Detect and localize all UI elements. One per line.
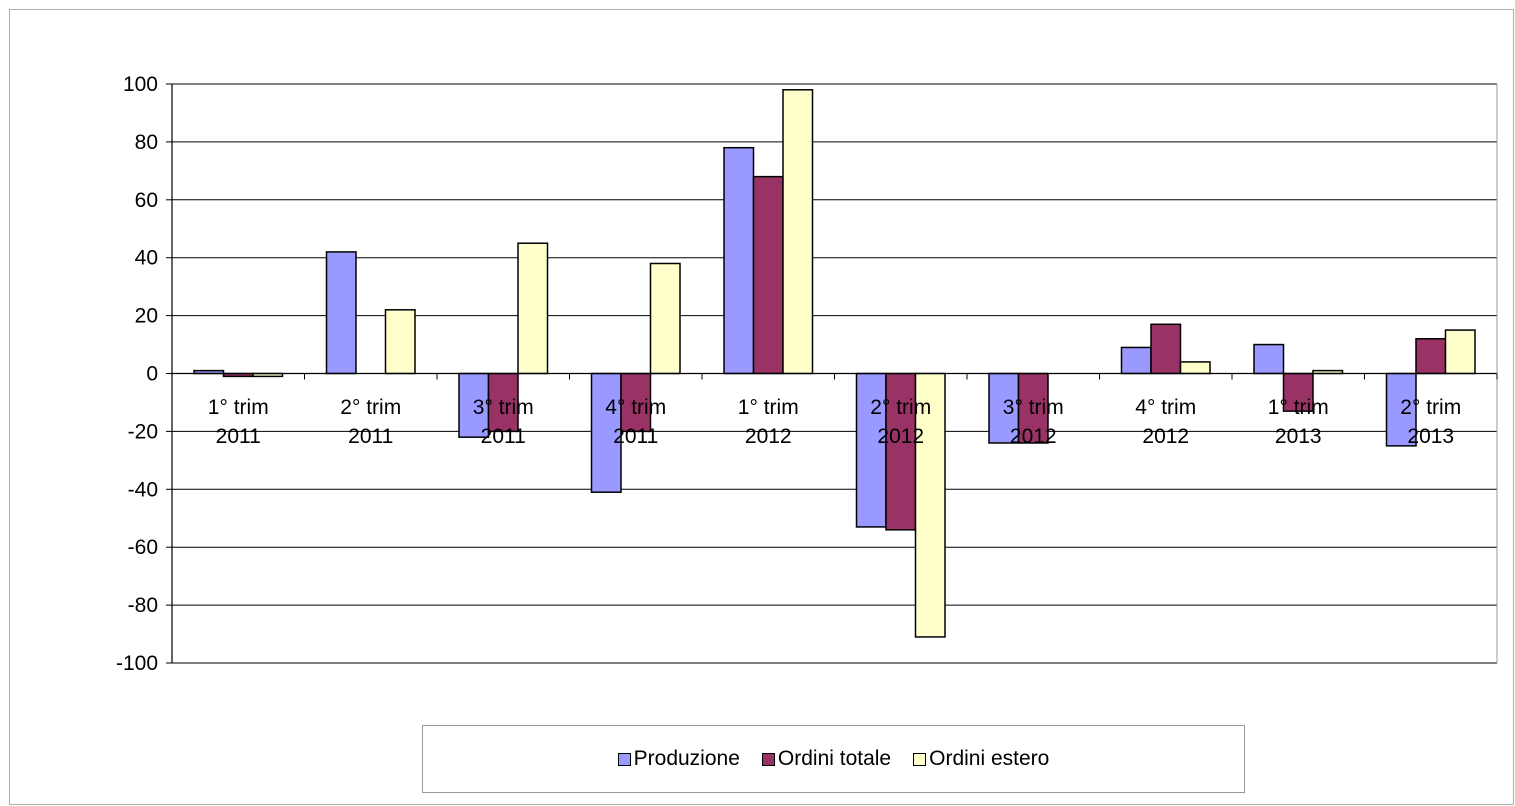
x-tick-label: 3° trim xyxy=(1003,396,1064,419)
y-tick-label: 20 xyxy=(135,305,158,328)
bar-ordini-estero xyxy=(649,262,681,375)
bar-ordini-totale xyxy=(1017,372,1049,444)
x-tick-label: 2011 xyxy=(348,425,393,448)
y-tick-label: 100 xyxy=(123,73,158,96)
x-tick-label: 2012 xyxy=(1010,425,1057,448)
bar-ordini-totale xyxy=(1282,372,1314,412)
bar-produzione xyxy=(988,372,1020,444)
x-tick-label: 2012 xyxy=(1142,425,1189,448)
y-tick-label: 40 xyxy=(135,247,158,270)
x-tick-label: 2° trim xyxy=(1400,396,1461,419)
category-labels: 1° trim 2011 2° trim 2011 3° trim 2011 4° trim… xyxy=(208,396,1461,448)
legend-item: Ordini estero xyxy=(913,747,1049,771)
y-tick-label: 80 xyxy=(135,131,158,154)
bar-ordini-estero xyxy=(517,242,549,375)
x-tick-label: 2011 xyxy=(613,425,658,448)
x-tick-label: 2011 xyxy=(216,425,261,448)
x-tick-label: 2012 xyxy=(745,425,792,448)
x-tick-label: 1° trim xyxy=(1268,396,1329,419)
bars xyxy=(193,89,1476,638)
bar-ordini-totale xyxy=(487,372,519,433)
bar-ordini-estero xyxy=(1444,329,1476,375)
bar-produzione xyxy=(325,251,357,375)
x-tick-label: 2° trim xyxy=(340,396,401,419)
bar-produzione xyxy=(723,146,755,375)
legend-item: Produzione xyxy=(617,747,740,771)
x-tick-label: 4° trim xyxy=(605,396,666,419)
bar-produzione xyxy=(1253,343,1285,375)
bar-ordini-estero xyxy=(384,309,416,375)
legend-swatch xyxy=(617,752,631,766)
y-tick-labels: 100 80 60 40 20 0 -20 -40 -60 -80 -100 xyxy=(116,73,158,675)
bar-produzione xyxy=(590,372,622,493)
y-tick-label: -60 xyxy=(128,536,158,559)
x-tick-label: 1° trim xyxy=(208,396,269,419)
x-tick-label: 2013 xyxy=(1407,425,1454,448)
legend-label: Ordini estero xyxy=(929,747,1050,770)
y-tick-label: -40 xyxy=(128,478,158,501)
x-tick-label: 2012 xyxy=(877,425,924,448)
legend-label: Produzione xyxy=(633,747,740,770)
bar-ordini-estero xyxy=(1179,361,1211,375)
bar-ordini-estero xyxy=(782,89,814,375)
legend-swatch xyxy=(761,752,775,766)
y-tick-label: -80 xyxy=(128,594,158,617)
y-tick-label: 0 xyxy=(146,363,158,386)
x-tick-label: 3° trim xyxy=(473,396,534,419)
bar-produzione xyxy=(1385,372,1417,447)
bar-ordini-totale xyxy=(620,372,652,433)
y-tick-label: -100 xyxy=(116,652,158,675)
bar-ordini-totale xyxy=(885,372,917,531)
legend-item: Ordini totale xyxy=(761,747,892,771)
axes xyxy=(171,84,1498,663)
bar-ordini-totale xyxy=(1150,323,1182,375)
bar-ordini-totale xyxy=(1415,338,1447,375)
x-tick-label: 2011 xyxy=(481,425,526,448)
x-tick-label: 4° trim xyxy=(1135,396,1196,419)
y-tick-label: 60 xyxy=(135,189,158,212)
y-tick-label: -20 xyxy=(128,420,158,443)
x-tick-label: 1° trim xyxy=(738,396,799,419)
legend-label: Ordini totale xyxy=(777,747,892,770)
x-tick-label: 2° trim xyxy=(870,396,931,419)
legend-swatch xyxy=(913,752,927,766)
bar-ordini-totale xyxy=(752,175,784,375)
bar-produzione xyxy=(1120,346,1152,375)
legend: Produzione Ordini totale Ordini estero xyxy=(422,725,1245,793)
x-tick-label: 2013 xyxy=(1275,425,1322,448)
